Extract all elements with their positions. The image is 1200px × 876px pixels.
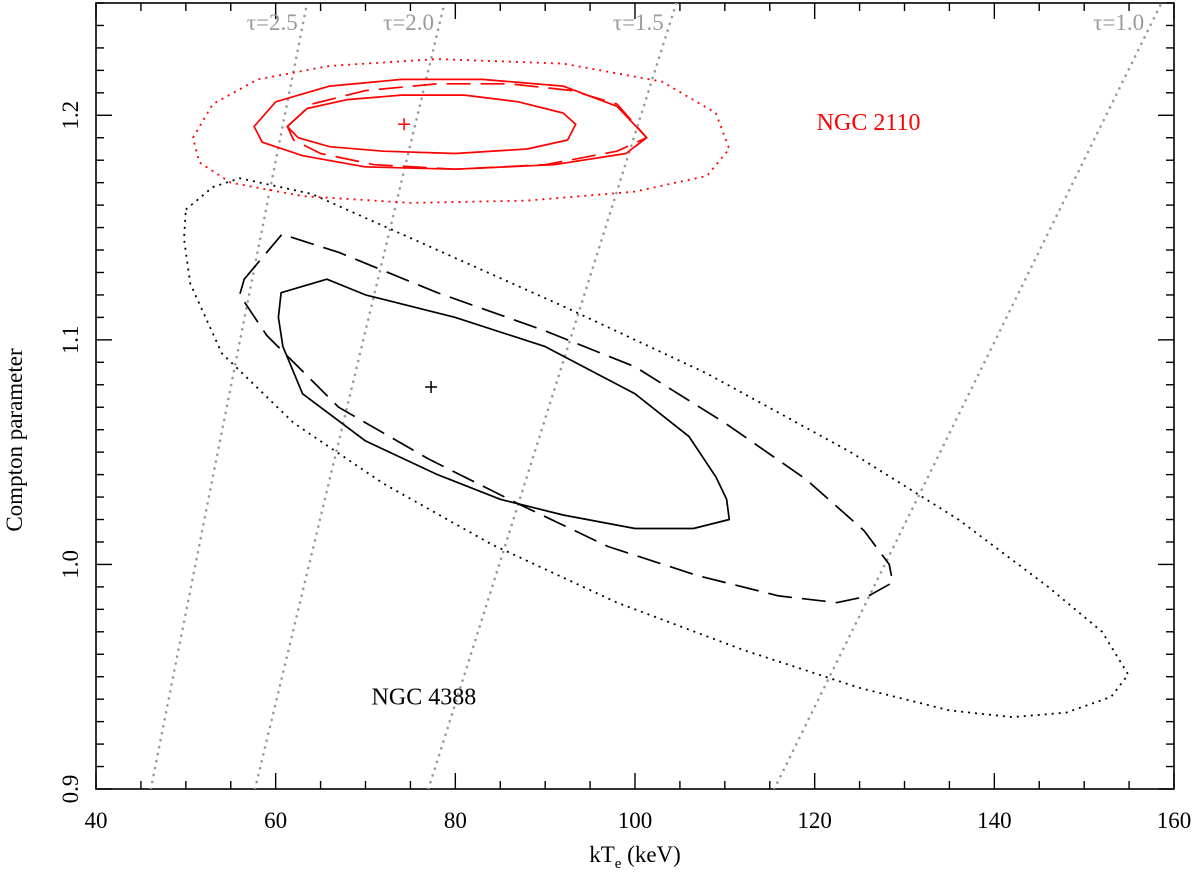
x-tick-label: 80 bbox=[444, 808, 467, 833]
ngc-2110-contour-outer bbox=[192, 58, 731, 204]
ngc-2110-contour-inner bbox=[286, 94, 577, 155]
ngc-2110-label: NGC 2110 bbox=[817, 110, 921, 136]
x-tick-label: 60 bbox=[264, 808, 287, 833]
tau-line-1-5 bbox=[427, 3, 678, 789]
y-tick-labels: 0.9 1.0 1.1 1.2 bbox=[58, 101, 83, 803]
y-tick-label: 0.9 bbox=[58, 775, 83, 804]
axis-ticks bbox=[95, 2, 1175, 790]
ngc-2110-contour-outer-dashed bbox=[286, 82, 648, 171]
plot-frame bbox=[95, 2, 1175, 790]
ngc-4388-label: NGC 4388 bbox=[372, 685, 477, 711]
source-labels: NGC 2110 NGC 4388 bbox=[372, 110, 921, 711]
ngc-2110-best-fit-marker bbox=[398, 118, 411, 131]
x-tick-label: 120 bbox=[797, 808, 832, 833]
ngc-2110-contour-middle bbox=[253, 78, 648, 171]
x-tick-label: 40 bbox=[85, 808, 108, 833]
x-axis-title: kTe (keV) bbox=[589, 842, 681, 872]
optical-depth-lines bbox=[149, 3, 1163, 789]
x-tick-labels: 40 60 80 100 120 140 160 bbox=[85, 808, 1192, 833]
y-tick-label: 1.1 bbox=[58, 325, 83, 354]
tau-label-2-0: τ=2.0 bbox=[383, 10, 434, 35]
tau-label-1-5: τ=1.5 bbox=[613, 10, 664, 35]
ngc-4388-contour-middle bbox=[238, 233, 894, 604]
tau-line-2-5 bbox=[149, 3, 309, 789]
tau-line-1-0 bbox=[772, 3, 1163, 789]
y-tick-label: 1.0 bbox=[58, 550, 83, 579]
x-tick-label: 140 bbox=[977, 808, 1012, 833]
y-axis-title: Compton parameter bbox=[2, 348, 27, 532]
best-fit-markers bbox=[398, 118, 438, 394]
x-tick-label: 100 bbox=[618, 808, 653, 833]
optical-depth-labels: τ=2.5 τ=2.0 τ=1.5 τ=1.0 bbox=[247, 10, 1144, 35]
y-tick-label: 1.2 bbox=[58, 101, 83, 130]
ngc-4388-contour-outer bbox=[183, 177, 1130, 718]
tau-label-2-5: τ=2.5 bbox=[247, 10, 298, 35]
x-tick-label: 160 bbox=[1157, 808, 1192, 833]
tau-line-2-0 bbox=[253, 3, 446, 789]
confidence-contours bbox=[183, 58, 1130, 718]
ngc-4388-contour-inner bbox=[277, 278, 731, 530]
tau-label-1-0: τ=1.0 bbox=[1093, 10, 1144, 35]
ngc-4388-best-fit-marker bbox=[425, 381, 438, 394]
